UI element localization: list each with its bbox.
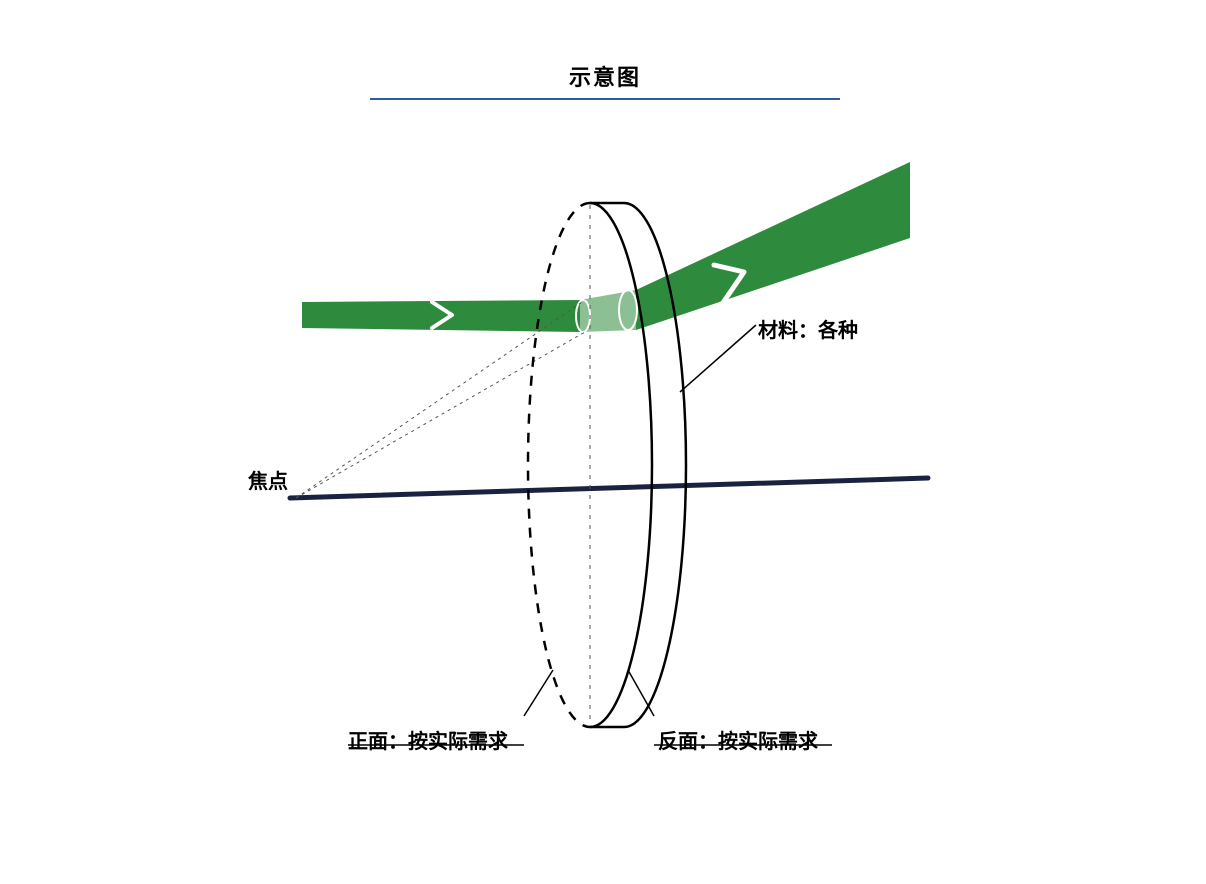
lens-front-right-arc <box>590 203 652 727</box>
optical-axis <box>290 478 928 498</box>
pointer-material <box>680 325 756 392</box>
beam-outgoing <box>636 162 910 330</box>
lens-front-left-arc-dashed <box>528 203 590 727</box>
focus-ray-bottom <box>296 332 585 498</box>
lens-schematic-svg <box>0 0 1206 884</box>
diagram-container: 示意图 焦点 材料：各种 正面：按实际需求 反面：按实际需求 <box>0 0 1206 884</box>
pointer-front <box>524 670 553 716</box>
pointer-back <box>628 670 654 716</box>
